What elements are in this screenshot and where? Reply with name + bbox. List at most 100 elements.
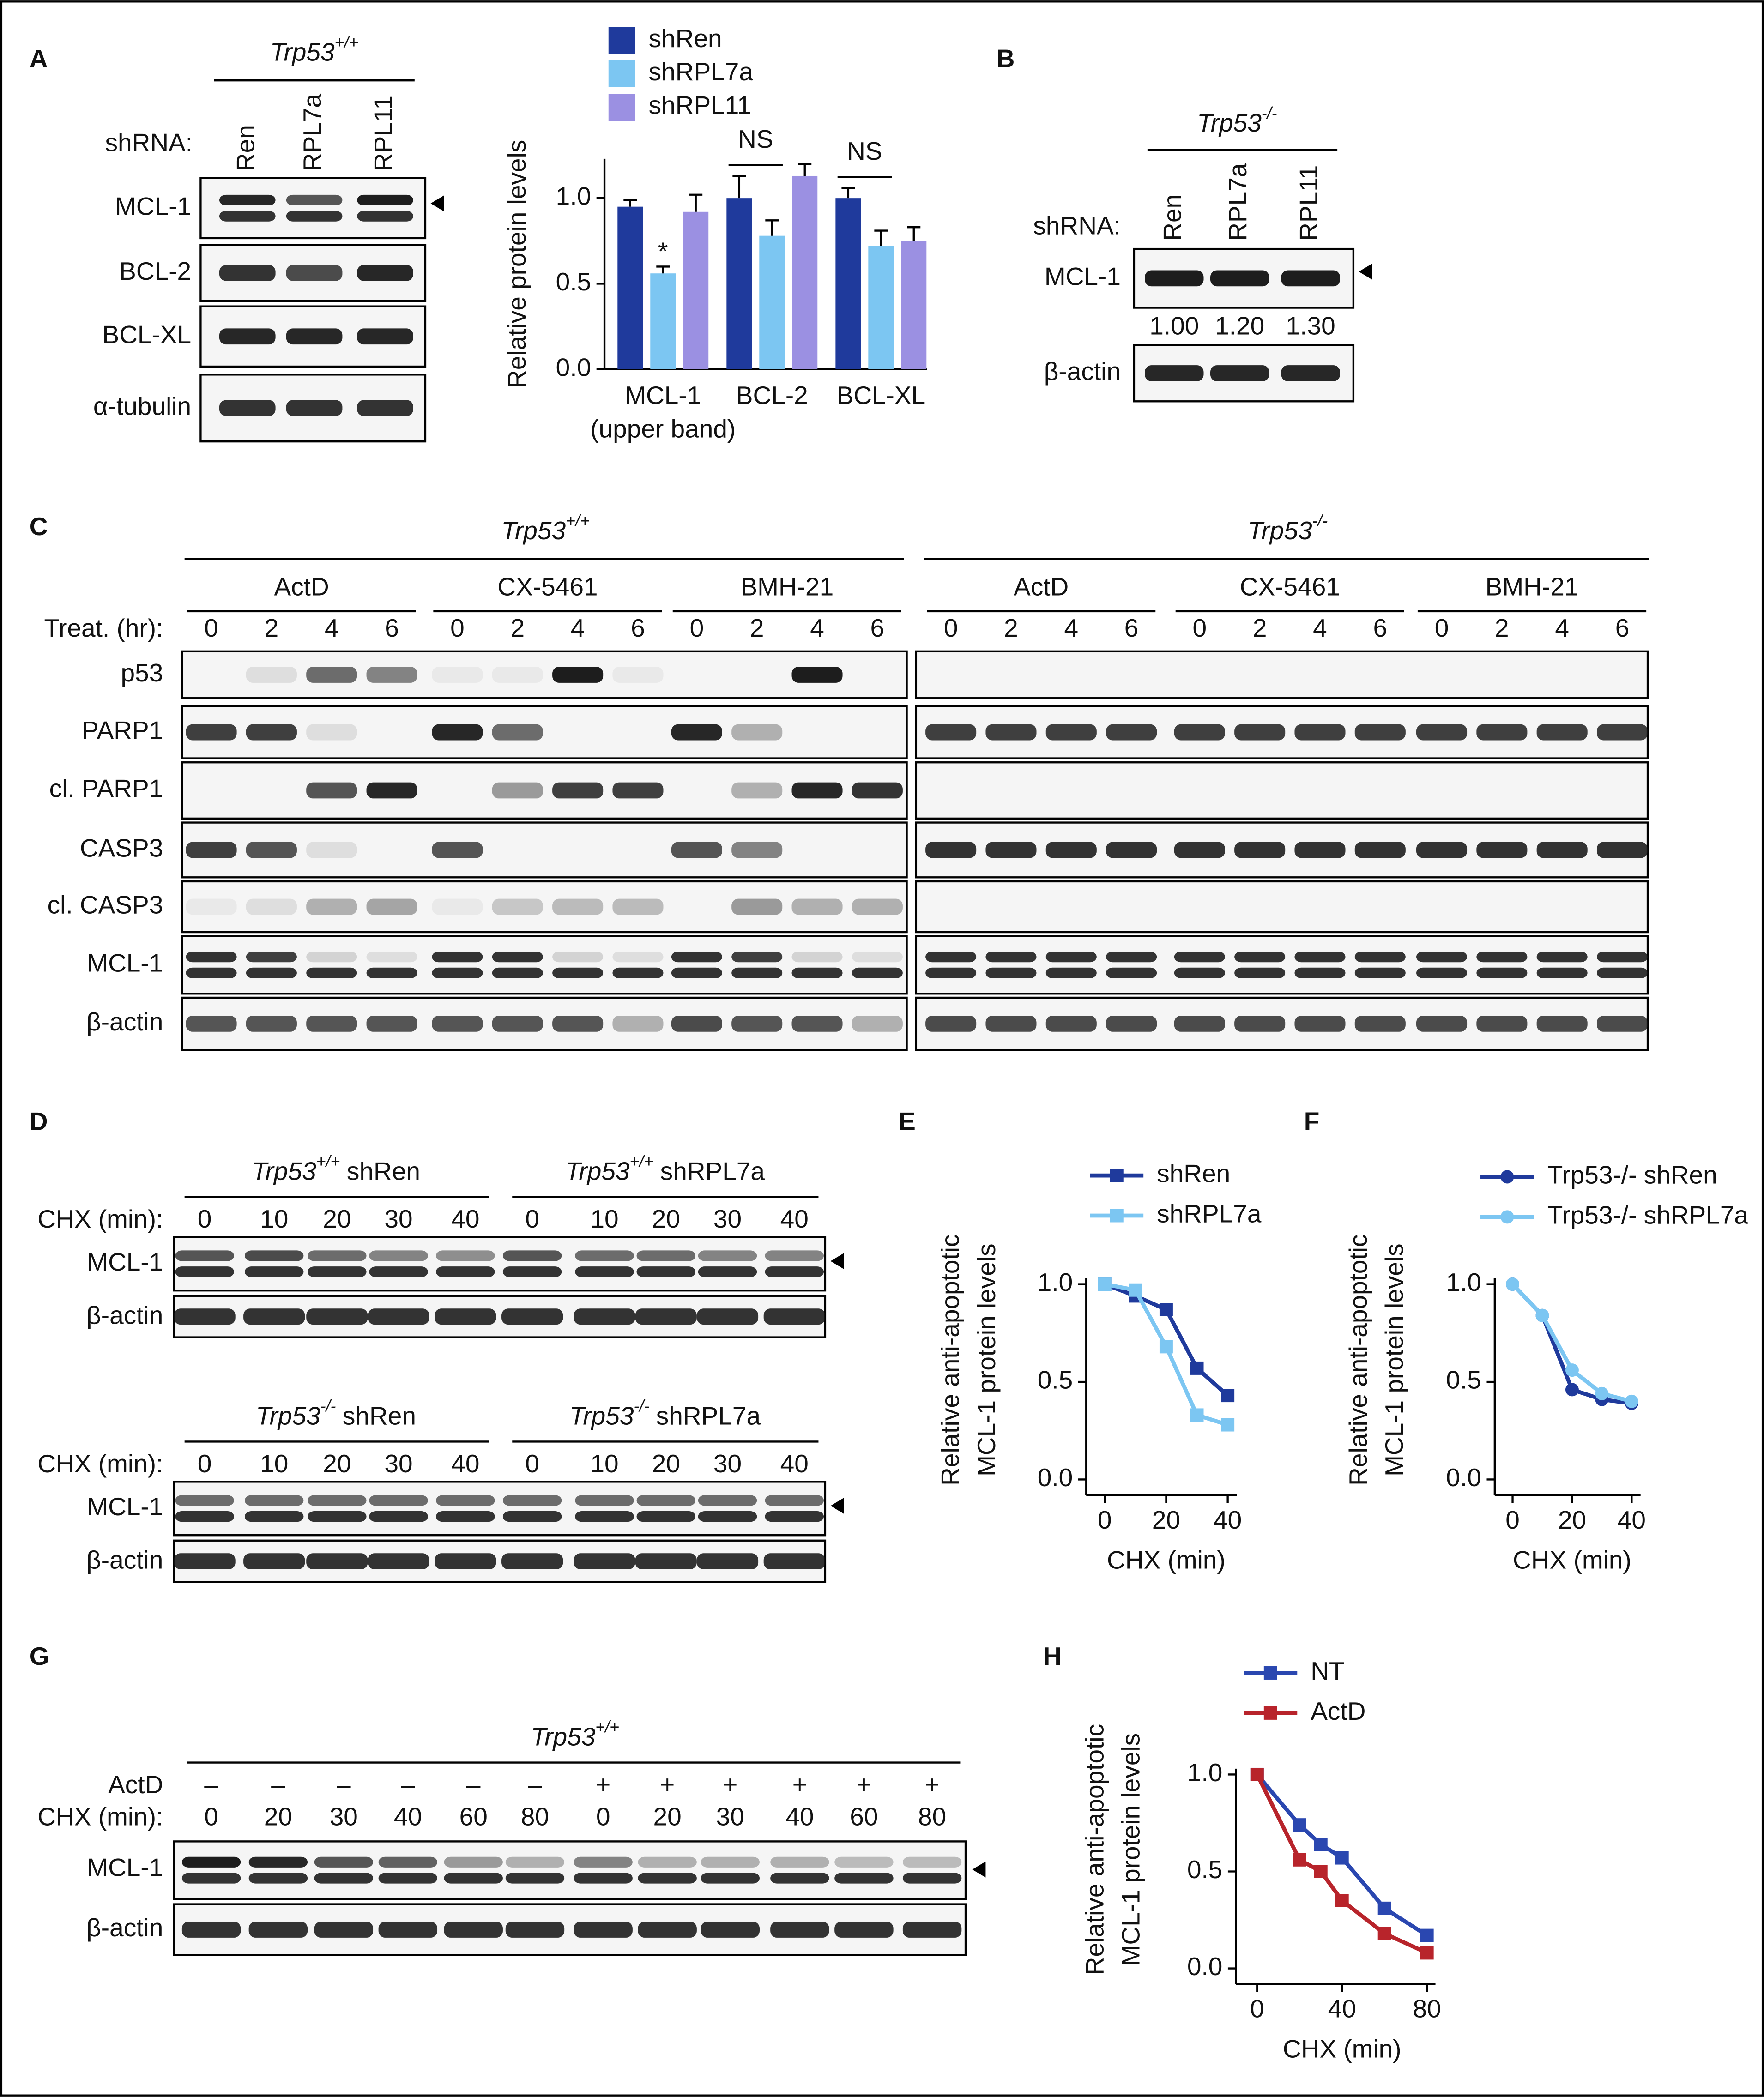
lane-label: Ren [231,125,260,171]
band [575,1250,634,1261]
point [1377,1927,1391,1940]
band [306,1308,368,1325]
lane-label: Ren [1158,194,1186,241]
band [985,842,1037,858]
time-label: 0 [450,614,465,642]
band [502,1266,562,1277]
y-tick-label: 0.5 [556,267,591,296]
treatment-sign: – [401,1770,415,1799]
band [638,1856,697,1868]
band [612,898,664,915]
band [181,1873,241,1884]
treatment-sign: + [660,1770,675,1799]
band [492,898,543,915]
gene-name: Trp53 [531,1722,596,1751]
y-tick-label: 0.0 [1038,1463,1073,1492]
band [432,842,483,858]
time-axis-label: CHX (min): [37,1802,163,1831]
band [378,1856,438,1868]
shrna: shRen [343,1401,416,1430]
band [1354,724,1406,741]
band [575,1511,634,1522]
time-label: 10 [260,1449,288,1478]
allele: +/+ [630,1152,654,1171]
band [574,1856,633,1868]
lane-label: RPL7a [1223,163,1252,241]
band [925,842,977,858]
band [246,952,297,963]
band [432,724,483,741]
legend-swatch [608,94,635,121]
band [444,1873,503,1884]
band [436,1511,495,1522]
time-label: 4 [810,614,824,642]
band [791,782,843,799]
band [1476,952,1528,963]
time-label: 2 [1004,614,1018,642]
band [671,952,722,963]
x-axis-label: CHX (min) [1107,1546,1226,1574]
band [492,967,543,978]
legend-marker [1110,1169,1124,1182]
time-label: 0 [204,614,218,642]
band [1536,842,1588,858]
gene-name: Trp53 [501,516,566,545]
lane-label: RPL7a [298,94,326,172]
band [612,667,664,683]
bar [650,273,676,369]
band [432,667,483,683]
treatment-sign: – [271,1770,285,1799]
bar [901,241,927,369]
band [1416,724,1468,741]
band [1234,842,1286,858]
band [575,1266,634,1277]
time-label: 4 [325,614,339,642]
band [492,724,543,741]
x-tick-label: 0 [1250,1995,1264,2023]
treatment-sign: + [925,1770,940,1799]
treatment-label: BMH-21 [1486,572,1579,601]
band [765,1266,824,1277]
band [306,898,357,915]
band [248,1873,308,1884]
blot [181,705,908,759]
blot [181,821,908,879]
band [436,1266,495,1277]
band [574,1873,633,1884]
band [243,1553,305,1570]
band [731,724,783,741]
time-label: 6 [385,614,399,642]
band [366,1016,417,1032]
error-bar [689,193,703,212]
row-label: BCL-XL [103,320,192,349]
point [1159,1303,1173,1316]
gene-name: Trp53 [1197,108,1262,137]
legend-marker [1263,1706,1277,1720]
band [852,898,903,915]
point [1595,1386,1609,1400]
band [175,1266,234,1277]
band [1106,1016,1157,1032]
band [1476,724,1528,741]
time-label: 0 [596,1802,610,1831]
legend-label: shRPL7a [1157,1199,1262,1228]
genotype-label: Trp53-/- shRen [256,1397,416,1430]
band [701,1922,760,1938]
band [1234,1016,1286,1032]
point [1420,1928,1434,1942]
band [791,898,843,915]
time-label: 4 [1064,614,1078,642]
point [1293,1818,1306,1832]
row-label: β-actin [1044,357,1121,386]
x-tick-label: 40 [1214,1506,1242,1534]
y-tick-label: 1.0 [1187,1758,1222,1787]
band [1045,1016,1097,1032]
time-label: 30 [384,1449,412,1478]
band [1210,270,1269,287]
band [432,952,483,963]
band [306,724,357,741]
band [306,1553,368,1570]
blot [181,650,908,699]
treatment-sign: – [528,1770,542,1799]
time-label: 2 [1495,614,1509,642]
